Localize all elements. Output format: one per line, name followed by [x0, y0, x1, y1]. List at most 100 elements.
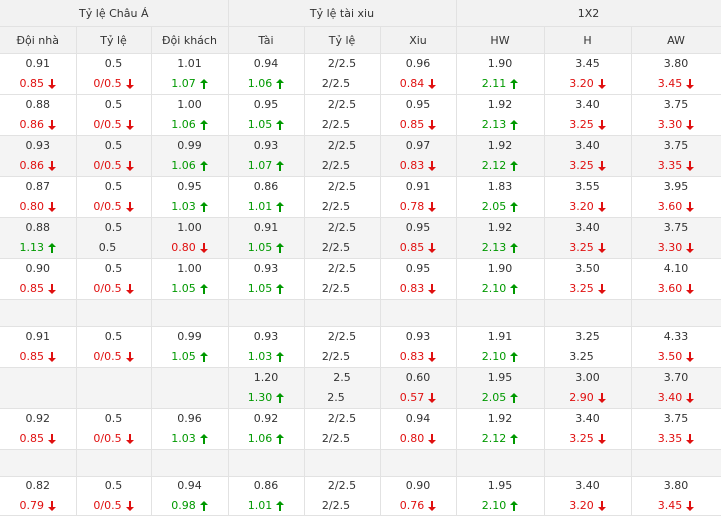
odds-cell: [76, 299, 152, 327]
odds-pair: 0.91 0.85: [0, 55, 75, 93]
opening-odds: 3.00: [575, 371, 600, 384]
odds-cell: 1.92 2.12: [456, 135, 545, 177]
col-aw: AW: [631, 26, 721, 54]
current-odds: 1.05: [152, 348, 228, 366]
current-odds-value: 0/0.5: [93, 159, 122, 172]
odds-cell: 1.92 2.12: [456, 408, 545, 450]
current-odds: 1.13: [0, 239, 75, 257]
odds-cell: [0, 299, 77, 327]
odds-pair: 1.83 2.05: [457, 178, 544, 216]
odds-pair: 2.5 2.5: [305, 369, 380, 407]
odds-cell: 3.50 3.25: [544, 258, 632, 300]
opening-odds: 4.10: [663, 262, 689, 275]
group-header-row: Tỷ lệ Châu Á Tỷ lệ tài xiu 1X2: [0, 0, 721, 27]
odds-pair: 0.92 1.06: [229, 410, 304, 448]
opening-odds: 4.33: [663, 330, 689, 343]
odds-pair: 0.96 0.84: [381, 55, 456, 93]
arrow-down-icon: [125, 284, 134, 294]
opening-odds: 3.40: [575, 221, 600, 234]
current-odds: 0.78: [381, 198, 456, 216]
arrow-up-icon: [276, 79, 285, 89]
odds-cell: 0.99 1.05: [151, 326, 229, 368]
opening-odds: 1.92: [487, 139, 513, 152]
opening-odds: 3.95: [663, 180, 689, 193]
current-odds: 0.85: [0, 430, 75, 448]
odds-pair: 1.01 1.07: [152, 55, 228, 93]
current-odds-value: 0.85: [19, 77, 45, 90]
opening-odds: 0.86: [253, 180, 279, 193]
odds-pair: 1.92 2.13: [457, 219, 544, 257]
odds-cell: 0.5 0/0.5: [76, 176, 152, 218]
odds-pair: 3.70 3.40: [632, 369, 721, 407]
odds-pair: 0.93 0.83: [381, 328, 456, 366]
odds-cell: 0.5 0/0.5: [76, 94, 152, 136]
current-odds: 0.86: [0, 116, 75, 134]
odds-pair: 0.94 1.06: [229, 55, 304, 93]
current-odds-value: 1.05: [247, 241, 273, 254]
opening-odds: 1.01: [177, 57, 202, 70]
odds-pair: 2/2.5 2/2.5: [305, 260, 380, 298]
current-odds: 2.05: [457, 389, 544, 407]
odds-cell: 3.40 3.25: [544, 135, 632, 177]
odds-pair: 3.80 3.45: [632, 477, 721, 515]
odds-pair: 0.93 1.03: [229, 328, 304, 366]
current-odds-value: 0.76: [399, 499, 425, 512]
odds-pair: 0.5 0/0.5: [77, 328, 151, 366]
current-odds: 2.13: [457, 239, 544, 257]
arrow-down-icon: [428, 501, 437, 511]
current-odds: 0.85: [381, 239, 456, 257]
odds-cell: 3.80 3.45: [631, 476, 721, 516]
odds-pair: 0.5 0/0.5: [77, 260, 151, 298]
current-odds: 3.25: [545, 430, 631, 448]
arrow-up-icon: [510, 202, 519, 212]
current-odds: 1.01: [229, 198, 304, 216]
current-odds-value: 0.80: [171, 241, 196, 254]
odds-cell: 3.95 3.60: [631, 176, 721, 218]
current-odds: 3.25: [545, 239, 631, 257]
opening-odds: 0.96: [405, 57, 431, 70]
odds-pair: 0.96 1.03: [152, 410, 228, 448]
odds-pair: 0.91 0.78: [381, 178, 456, 216]
odds-pair: 1.00 1.05: [152, 260, 228, 298]
opening-odds: 3.55: [575, 180, 600, 193]
odds-cell: [151, 449, 229, 477]
odds-pair: [0, 382, 75, 394]
odds-pair: 3.00 2.90: [545, 369, 631, 407]
current-odds: 2/2.5: [305, 497, 380, 515]
arrow-up-icon: [199, 79, 208, 89]
arrow-down-icon: [686, 434, 695, 444]
odds-pair: 3.95 3.60: [632, 178, 721, 216]
opening-odds: 2/2.5: [327, 98, 357, 111]
odds-cell: 1.20 1.30: [228, 367, 305, 409]
current-odds-value: 3.50: [657, 350, 683, 363]
opening-odds: 1.83: [487, 180, 513, 193]
current-odds: 0.83: [381, 348, 456, 366]
odds-pair: 3.40 3.25: [545, 96, 631, 134]
odds-cell: 0.5 0/0.5: [76, 326, 152, 368]
odds-cell: 0.5 0/0.5: [76, 53, 152, 95]
opening-odds: 3.75: [663, 98, 689, 111]
odds-cell: 0.93 1.05: [228, 258, 305, 300]
odds-cell: 0.93 1.03: [228, 326, 305, 368]
opening-odds: 1.95: [487, 371, 513, 384]
current-odds: 3.20: [545, 75, 631, 93]
arrow-down-icon: [428, 243, 437, 253]
current-odds: 0.5: [77, 239, 151, 257]
arrow-down-icon: [428, 202, 437, 212]
current-odds-value: 2/2.5: [321, 432, 351, 445]
current-odds: 0.80: [152, 239, 228, 257]
column-header-row: Đội nhà Tỷ lệ Đội khách Tài Tỷ lệ Xiu HW…: [0, 26, 721, 54]
current-odds: 1.06: [152, 116, 228, 134]
opening-odds: 3.40: [575, 412, 600, 425]
current-odds-value: 3.25: [569, 432, 594, 445]
opening-odds: 0.95: [253, 98, 279, 111]
arrow-up-icon: [276, 393, 285, 403]
current-odds-value: 0.85: [19, 282, 45, 295]
current-odds: 0/0.5: [77, 198, 151, 216]
current-odds: 0/0.5: [77, 157, 151, 175]
arrow-down-icon: [428, 161, 437, 171]
current-odds: 2.12: [457, 430, 544, 448]
odds-cell: 3.70 3.40: [631, 367, 721, 409]
arrow-down-icon: [597, 202, 606, 212]
odds-pair: 3.75 3.35: [632, 137, 721, 175]
